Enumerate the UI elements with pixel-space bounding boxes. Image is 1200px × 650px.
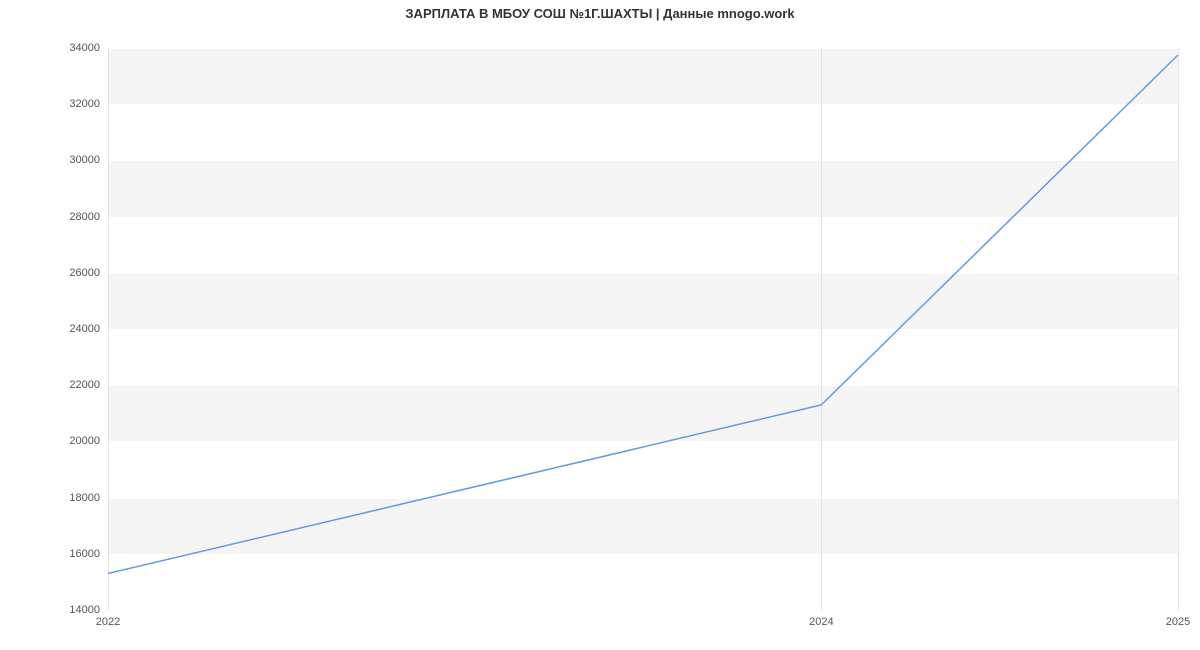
x-gridline	[1178, 48, 1179, 610]
y-tick-label: 18000	[69, 492, 100, 504]
y-tick-label: 28000	[69, 211, 100, 223]
y-tick-label: 22000	[69, 379, 100, 391]
line-layer	[108, 48, 1178, 610]
y-tick-label: 26000	[69, 267, 100, 279]
salary-line-chart: ЗАРПЛАТА В МБОУ СОШ №1Г.ШАХТЫ | Данные m…	[0, 0, 1200, 650]
y-tick-label: 32000	[69, 98, 100, 110]
y-tick-label: 16000	[69, 548, 100, 560]
y-tick-label: 14000	[69, 604, 100, 616]
series-line-salary	[108, 55, 1178, 573]
chart-title: ЗАРПЛАТА В МБОУ СОШ №1Г.ШАХТЫ | Данные m…	[0, 6, 1200, 21]
x-tick-label: 2025	[1166, 616, 1190, 628]
x-tick-label: 2022	[96, 616, 120, 628]
y-tick-label: 34000	[69, 42, 100, 54]
x-tick-label: 2024	[809, 616, 833, 628]
y-tick-label: 24000	[69, 323, 100, 335]
y-tick-label: 30000	[69, 154, 100, 166]
plot-area: 1400016000180002000022000240002600028000…	[108, 48, 1178, 610]
y-gridline	[108, 610, 1178, 611]
y-tick-label: 20000	[69, 435, 100, 447]
